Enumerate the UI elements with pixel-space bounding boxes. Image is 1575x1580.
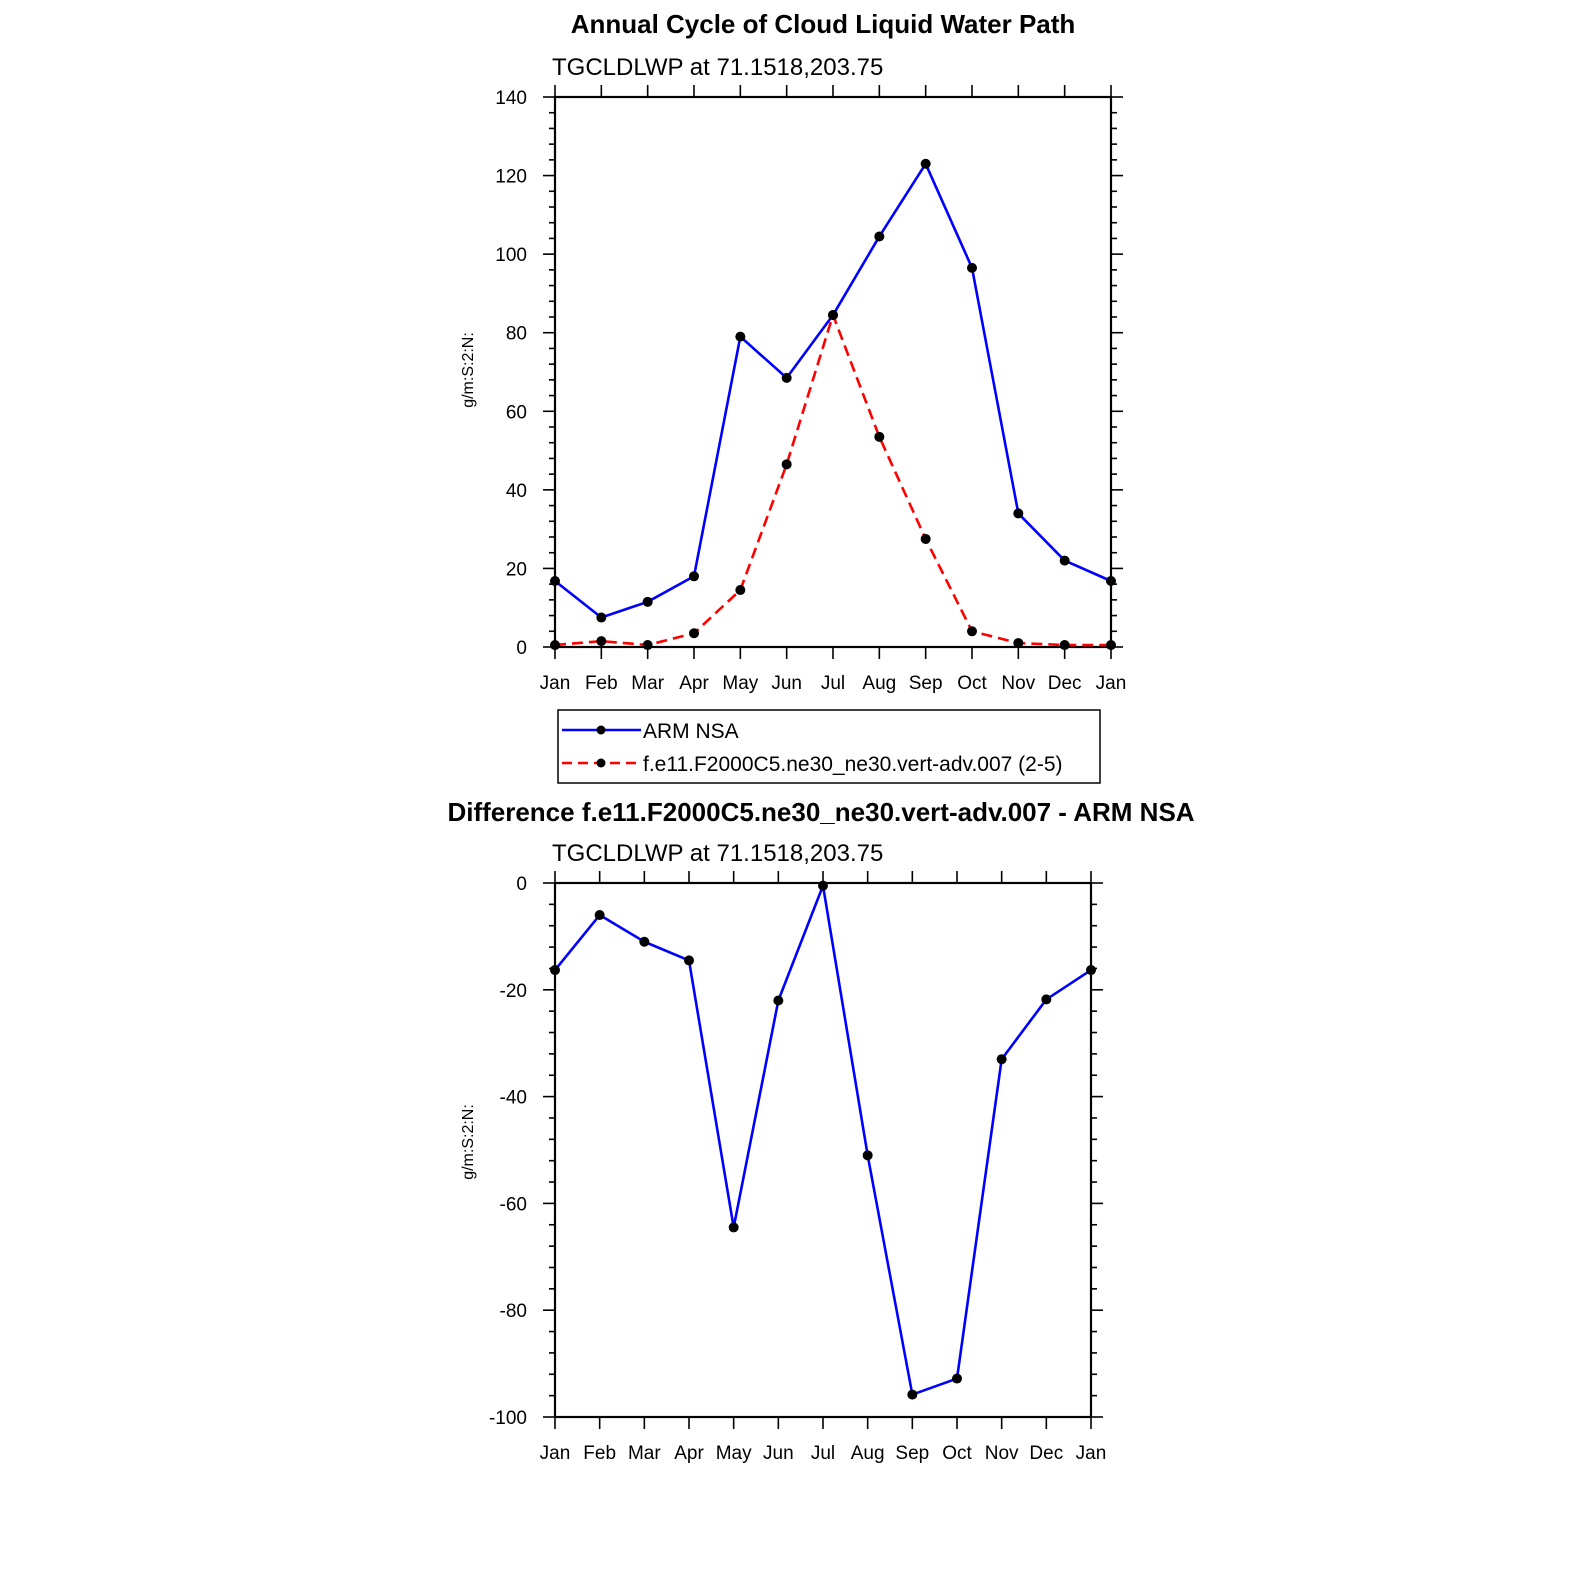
bottom-series-0-point bbox=[1041, 994, 1052, 1005]
top-x-tick-label: Apr bbox=[679, 673, 709, 694]
bottom-x-tick-label: Apr bbox=[674, 1443, 704, 1464]
top-x-tick-label: Jan bbox=[540, 673, 571, 694]
top-series-0-point bbox=[920, 158, 931, 169]
top-series-0-point bbox=[1013, 508, 1024, 519]
top-y-tick-label: 140 bbox=[495, 88, 527, 109]
top-chart-plot: 0 20 40 60 80 100 120 140 Jan Feb Mar Apr May Jun Jul A… bbox=[495, 85, 1126, 694]
bottom-chart-title: Difference f.e11.F2000C5.ne30_ne30.vert-… bbox=[447, 797, 1194, 827]
top-x-tick-label: Mar bbox=[631, 673, 664, 694]
top-x-tick-label: Dec bbox=[1048, 673, 1082, 694]
top-series-1-point bbox=[781, 459, 792, 470]
bottom-series-line-0 bbox=[553, 884, 1092, 1396]
bottom-series-0-point bbox=[1086, 965, 1096, 976]
top-y-tick-label: 60 bbox=[506, 402, 527, 423]
top-chart-subtitle: TGCLDLWP at 71.1518,203.75 bbox=[552, 54, 883, 81]
bottom-series-0-point bbox=[728, 1222, 739, 1233]
top-chart-y-axis-label: g/m:S:2:N: bbox=[460, 332, 477, 408]
bottom-chart-y-axis-label: g/m:S:2:N: bbox=[460, 1104, 477, 1180]
bottom-x-tick-label: Oct bbox=[942, 1443, 972, 1464]
bottom-series-0-point bbox=[684, 955, 694, 966]
bottom-series-0-point bbox=[639, 936, 650, 947]
bottom-y-tick-label: -100 bbox=[489, 1408, 527, 1429]
top-series-1-point bbox=[1013, 638, 1024, 649]
legend-marker-model bbox=[596, 758, 606, 768]
top-series-1-point bbox=[1106, 640, 1116, 651]
top-series-0-point bbox=[1106, 576, 1116, 586]
bottom-x-tick-label: Feb bbox=[583, 1443, 616, 1464]
top-x-tick-label: Jul bbox=[821, 673, 845, 694]
bottom-x-tick-label: Aug bbox=[851, 1443, 885, 1464]
top-series-1-point bbox=[689, 628, 699, 639]
top-plot-frame bbox=[553, 95, 1113, 649]
bottom-x-tick-label: Sep bbox=[895, 1443, 929, 1464]
bottom-series-0-point bbox=[818, 880, 828, 891]
top-series-1-point bbox=[920, 533, 931, 544]
top-series-line-0 bbox=[554, 162, 1112, 619]
top-series-1-point bbox=[874, 431, 885, 442]
bottom-chart-plot: -100 -80 -60 -40 -20 0 Jan Feb Mar Apr May Jun Jul Au… bbox=[489, 871, 1106, 1464]
top-series-1-point bbox=[1059, 640, 1070, 651]
top-y-tick-label: 80 bbox=[506, 324, 527, 345]
top-series-1-point bbox=[550, 640, 560, 651]
top-series-0-point bbox=[967, 262, 977, 273]
top-x-tick-label: Jun bbox=[771, 673, 802, 694]
bottom-y-tick-label: 0 bbox=[516, 874, 527, 895]
top-y-tick-label: 0 bbox=[516, 638, 527, 659]
top-x-tick-label: May bbox=[722, 673, 758, 694]
bottom-x-tick-label: Jan bbox=[1076, 1443, 1107, 1464]
top-x-tick-label: Feb bbox=[585, 673, 618, 694]
top-chart-title: Annual Cycle of Cloud Liquid Water Path bbox=[571, 9, 1076, 39]
top-y-tick-label: 120 bbox=[495, 167, 527, 188]
bottom-chart-subtitle: TGCLDLWP at 71.1518,203.75 bbox=[552, 840, 883, 867]
bottom-x-tick-label: Jan bbox=[540, 1443, 571, 1464]
top-series-0-point bbox=[735, 331, 746, 342]
top-y-tick-label: 40 bbox=[506, 481, 527, 502]
top-x-tick-label: Jan bbox=[1096, 673, 1127, 694]
legend-label-arm-nsa: ARM NSA bbox=[643, 720, 739, 743]
top-series-0-point bbox=[596, 612, 607, 623]
top-series-0-point bbox=[550, 576, 560, 586]
bottom-x-tick-label: Jun bbox=[763, 1443, 794, 1464]
top-x-tick-label: Oct bbox=[957, 673, 987, 694]
bottom-y-tick-label: -20 bbox=[500, 981, 527, 1002]
top-series-0-point bbox=[1059, 555, 1070, 566]
bottom-series-0-point bbox=[594, 910, 605, 921]
top-x-tick-label: Aug bbox=[862, 673, 896, 694]
top-y-tick-label: 20 bbox=[506, 559, 527, 580]
top-x-tick-label: Nov bbox=[1001, 673, 1035, 694]
top-series-1-point bbox=[642, 640, 653, 651]
bottom-x-tick-label: Mar bbox=[628, 1443, 661, 1464]
bottom-series-0-point bbox=[907, 1389, 918, 1400]
bottom-series-0-point bbox=[862, 1150, 873, 1161]
top-series-0-point bbox=[642, 596, 653, 607]
top-series-0-point bbox=[781, 372, 792, 383]
top-series-1-point bbox=[596, 636, 607, 647]
bottom-series-0-point bbox=[952, 1373, 962, 1384]
legend-box bbox=[557, 709, 1101, 784]
bottom-x-tick-label: Jul bbox=[811, 1443, 835, 1464]
legend-label-model: f.e11.F2000C5.ne30_ne30.vert-adv.007 (2-… bbox=[643, 753, 1063, 776]
top-series-1-point bbox=[828, 310, 838, 321]
bottom-y-tick-label: -60 bbox=[500, 1194, 527, 1215]
bottom-y-tick-label: -40 bbox=[500, 1088, 527, 1109]
bottom-x-tick-label: Nov bbox=[985, 1443, 1019, 1464]
bottom-series-0-point bbox=[550, 965, 560, 976]
top-x-tick-label: Sep bbox=[909, 673, 943, 694]
bottom-plot-frame bbox=[553, 881, 1093, 1419]
top-series-1-point bbox=[967, 626, 977, 637]
bottom-series-0-point bbox=[996, 1054, 1007, 1065]
top-series-0-point bbox=[874, 231, 885, 242]
bottom-y-tick-label: -80 bbox=[500, 1301, 527, 1322]
top-series-0-point bbox=[689, 571, 699, 582]
bottom-series-0-point bbox=[773, 995, 784, 1006]
top-series-1-point bbox=[735, 585, 746, 596]
bottom-x-tick-label: May bbox=[716, 1443, 752, 1464]
legend: ARM NSA f.e11.F2000C5.ne30_ne30.vert-adv… bbox=[557, 709, 1101, 784]
top-series-line-1 bbox=[554, 313, 1111, 647]
top-y-tick-label: 100 bbox=[495, 245, 527, 266]
bottom-x-tick-label: Dec bbox=[1029, 1443, 1063, 1464]
legend-marker-arm-nsa bbox=[596, 725, 606, 735]
